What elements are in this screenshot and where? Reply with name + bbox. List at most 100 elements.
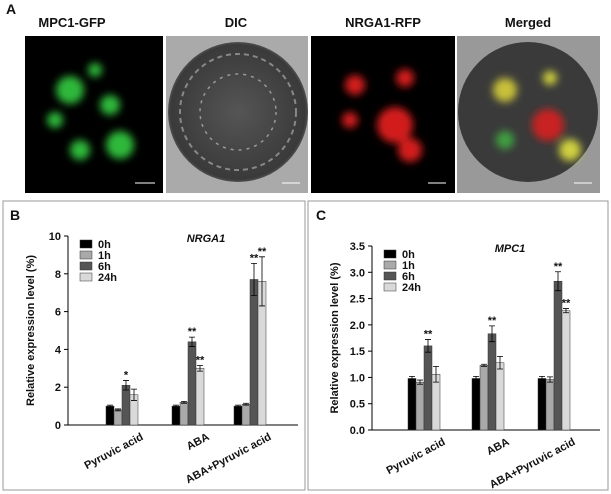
error-bar	[417, 379, 423, 385]
chart-title: NRGA1	[187, 233, 226, 245]
error-bar	[251, 263, 257, 296]
bar	[171, 405, 181, 426]
y-tick-label: 4	[55, 344, 62, 356]
error-bar	[259, 256, 265, 307]
bar	[537, 378, 547, 431]
y-tick-label: 0.5	[350, 399, 365, 411]
error-bar	[539, 375, 545, 381]
y-tick-label: 0.0	[350, 425, 365, 437]
error-bar	[131, 388, 137, 401]
y-axis-label: Relative expression level (%)	[25, 255, 37, 406]
error-bar	[489, 325, 495, 343]
legend-swatch	[79, 261, 93, 271]
y-tick-label: 2	[55, 382, 61, 394]
image-title: MPC1-GFP	[38, 15, 106, 30]
y-tick-label: 0	[55, 420, 61, 432]
significance-label: **	[554, 261, 563, 273]
error-bar	[563, 308, 569, 314]
significance-label: **	[250, 252, 259, 264]
y-tick-label: 1.0	[350, 372, 365, 384]
bar	[471, 378, 481, 431]
bar	[105, 405, 115, 426]
legend-swatch	[79, 250, 93, 260]
y-tick-label: 3.5	[350, 241, 365, 253]
micrograph	[311, 36, 455, 193]
error-bar	[107, 404, 113, 408]
image-title: DIC	[225, 15, 248, 30]
legend-swatch	[383, 282, 397, 292]
bar	[195, 368, 205, 426]
error-bar	[243, 402, 249, 406]
error-bar	[481, 363, 487, 367]
error-bar	[547, 376, 553, 383]
panel-frame	[307, 200, 609, 491]
image-title: NRGA1-RFP	[345, 15, 421, 30]
y-axis-label: Relative expression level (%)	[329, 262, 341, 413]
bar	[561, 310, 571, 431]
error-bar	[473, 375, 479, 381]
micrograph	[25, 36, 163, 193]
bar	[431, 374, 441, 431]
significance-label: **	[488, 315, 497, 327]
bar	[423, 345, 433, 431]
error-bar	[189, 336, 195, 347]
legend-label: 0h	[402, 249, 415, 261]
significance-label: **	[188, 326, 197, 338]
bar	[179, 402, 189, 426]
micrograph	[457, 36, 600, 193]
x-tick-label: ABA	[185, 431, 212, 453]
significance-label: **	[258, 246, 267, 258]
image-title: Merged	[505, 15, 551, 30]
legend-swatch	[383, 249, 397, 259]
y-tick-label: 2.0	[350, 320, 365, 332]
bar	[113, 409, 123, 426]
bar	[487, 333, 497, 431]
legend-swatch	[79, 239, 93, 249]
legend-swatch	[383, 271, 397, 281]
error-bar	[197, 365, 203, 372]
legend-label: 1h	[402, 260, 415, 272]
legend-label: 24h	[98, 272, 117, 284]
x-tick-label: Pyruvic acid	[83, 431, 146, 472]
bar	[407, 378, 417, 431]
error-bar	[181, 400, 187, 404]
legend-swatch	[79, 272, 93, 282]
bar	[495, 362, 505, 431]
legend-label: 24h	[402, 282, 421, 294]
legend-label: 1h	[98, 250, 111, 262]
bar	[415, 381, 425, 431]
panel-label: B	[10, 207, 20, 223]
y-tick-label: 3.0	[350, 267, 365, 279]
y-tick-label: 6	[55, 307, 61, 319]
error-bar	[425, 339, 431, 353]
chart-title: MPC1	[495, 243, 526, 255]
panel-label: C	[316, 207, 326, 223]
error-bar	[433, 365, 439, 383]
error-bar	[115, 408, 121, 412]
x-tick-label: Pyruvic acid	[385, 436, 448, 477]
error-bar	[497, 356, 503, 370]
panel-label: A	[6, 1, 16, 17]
x-tick-label: ABA	[485, 436, 512, 458]
bar	[479, 365, 489, 431]
panel-frame	[2, 200, 306, 491]
y-tick-label: 2.5	[350, 294, 365, 306]
significance-label: **	[424, 329, 433, 341]
bar	[241, 403, 251, 426]
bar	[545, 379, 555, 431]
bar	[249, 279, 259, 426]
significance-label: **	[562, 298, 571, 310]
legend-swatch	[383, 260, 397, 270]
y-tick-label: 10	[49, 231, 61, 243]
legend-label: 0h	[98, 239, 111, 251]
y-tick-label: 1.5	[350, 346, 365, 358]
error-bar	[123, 380, 129, 391]
error-bar	[235, 404, 241, 408]
micrograph	[166, 36, 308, 193]
error-bar	[173, 404, 179, 408]
legend-label: 6h	[402, 271, 415, 283]
significance-label: **	[196, 354, 205, 366]
error-bar	[409, 375, 415, 381]
bar	[121, 385, 131, 426]
